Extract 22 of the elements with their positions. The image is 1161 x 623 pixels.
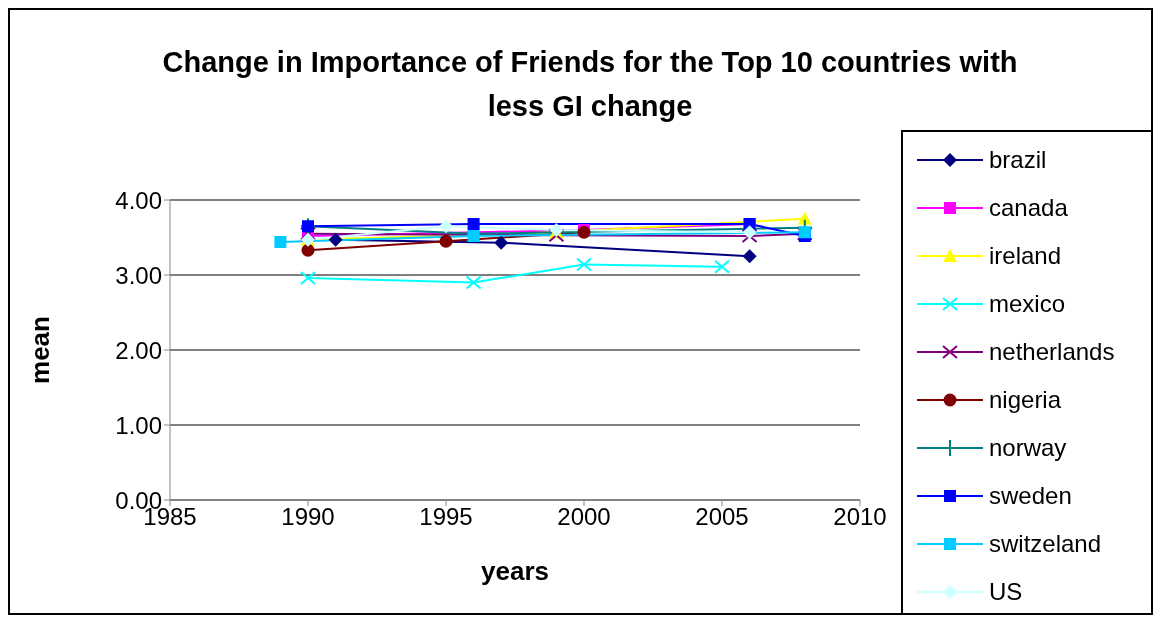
- legend-label: switzeland: [989, 530, 1102, 558]
- legend-label: mexico: [989, 290, 1066, 318]
- y-tick-label: 2.00: [115, 336, 162, 364]
- legend-label: netherlands: [989, 338, 1115, 366]
- legend-label: canada: [989, 194, 1068, 222]
- x-tick-label: 1990: [281, 503, 335, 531]
- x-tick-label: 1995: [419, 503, 473, 531]
- y-axis-title: mean: [25, 316, 56, 384]
- legend-label: sweden: [989, 482, 1072, 510]
- legend-label: ireland: [989, 242, 1062, 270]
- legend-label: brazil: [989, 146, 1047, 174]
- y-tick-label: 4.00: [115, 186, 162, 214]
- x-axis-title: years: [481, 556, 549, 586]
- chart-title: Change in Importance of Friends for the Top 10 countries with less GI change: [161, 45, 1019, 124]
- legend-label: US: [989, 578, 1023, 606]
- y-tick-label: 3.00: [115, 261, 162, 289]
- legend-label: norway: [989, 434, 1067, 462]
- legend-label: nigeria: [989, 386, 1062, 414]
- x-tick-label: 2010: [833, 503, 887, 531]
- y-tick-label: 1.00: [115, 411, 162, 439]
- x-tick-label: 2000: [557, 503, 611, 531]
- x-tick-label: 2005: [695, 503, 749, 531]
